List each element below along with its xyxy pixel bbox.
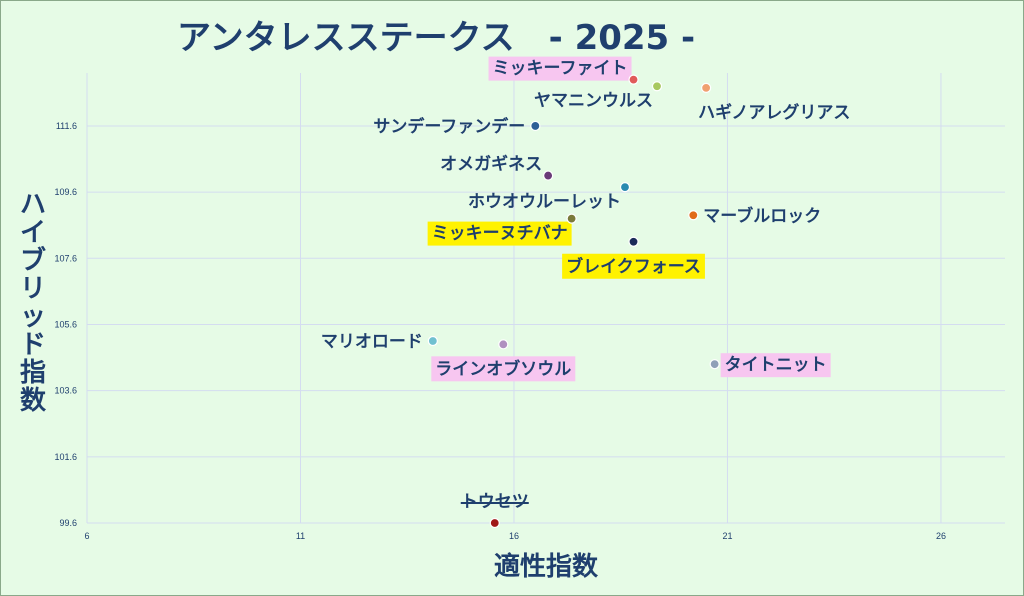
y-axis-title-char: ド [20,330,46,360]
scatter-point-group: ミッキーファイト [488,56,639,85]
scatter-point [543,170,554,181]
scatter-point-group: マーブルロック [688,205,821,226]
y-axis-title-char: リ [20,274,46,304]
label-highlight [562,253,705,279]
label-highlight [427,221,572,246]
y-tick-label: 111.6 [56,121,77,131]
scatter-point [709,359,720,370]
scatter-point-group: マリオロード [321,332,438,352]
point-label: ラインオブソウル [435,358,571,379]
y-axis-title-char: ハ [20,190,46,220]
y-axis-title-char: 指 [20,358,46,388]
y-tick-label: 109.6 [54,187,77,197]
scatter-point-group: ラインオブソウル [431,339,576,382]
point-label: ミッキーファイト [493,59,628,79]
y-axis-title-char: ブ [20,245,46,276]
tick-labels: 6 11 16 21 26 99.6 101.6 103.6 105.6 107.6 109.6 11… [54,121,945,541]
scatter-point-group: ハギノアレグリアス [698,82,850,123]
y-tick-label: 105.6 [54,319,77,329]
scatter-point-group: ミッキーヌチバナ [427,213,577,246]
scatter-point [530,120,541,132]
point-label: マーブルロック [703,205,821,226]
scatter-point [566,213,577,224]
scatter-point [628,74,639,85]
scatter-point [489,517,500,529]
x-tick-label: 16 [509,531,519,541]
scatter-point-group: ブレイクフォース [562,236,705,279]
scatter-point-group: タイトニット [709,353,831,378]
scatter-point-group: トウセツ [460,492,529,529]
point-label: ホウオウルーレット [468,192,621,212]
scatter-point [498,339,509,350]
scatter-point-group: ヤマニンウルス [534,81,663,111]
x-tick-label: 26 [936,531,946,541]
point-label: ヤマニンウルス [534,91,653,111]
x-tick-label: 6 [84,531,89,541]
y-axis-title-char: イ [20,218,46,248]
scatter-point-group: オメガギネス [440,155,554,181]
point-label: タイトニット [725,355,827,375]
point-label: ミッキーヌチバナ [432,224,568,244]
data-points: ミッキーファイトヤマニンウルスハギノアレグリアスサンデーファンデーオメガギネスホ… [321,56,850,529]
scatter-point [651,81,663,92]
scatter-point-group: サンデーファンデー [373,116,541,137]
y-tick-label: 107.6 [54,253,77,263]
chart-title: アンタレスステークス - 2025 - [177,18,695,58]
point-label: マリオロード [321,332,423,352]
scatter-point-group: ホウオウルーレット [468,182,631,212]
y-axis-title-char: ッ [20,302,46,332]
label-highlight [431,356,576,382]
y-tick-label: 99.6 [59,518,77,528]
point-label: サンデーファンデー [373,116,525,137]
scatter-point [628,236,639,247]
y-tick-label: 103.6 [54,386,77,396]
y-axis-title-char: 数 [20,386,47,416]
scatter-point [619,182,631,193]
x-tick-label: 21 [722,531,732,541]
scatter-point [688,210,699,221]
scatter-point [701,82,712,93]
label-highlight [488,56,632,81]
point-label: オメガギネス [440,155,542,175]
x-tick-label: 11 [296,531,305,541]
label-highlight [720,353,831,378]
y-tick-label: 101.6 [54,452,77,462]
point-label: ハギノアレグリアス [698,102,850,123]
gridlines [86,73,1005,524]
x-axis-title: 適性指数 [494,551,599,582]
point-label: ブレイクフォース [566,256,701,277]
scatter-point [427,335,438,347]
